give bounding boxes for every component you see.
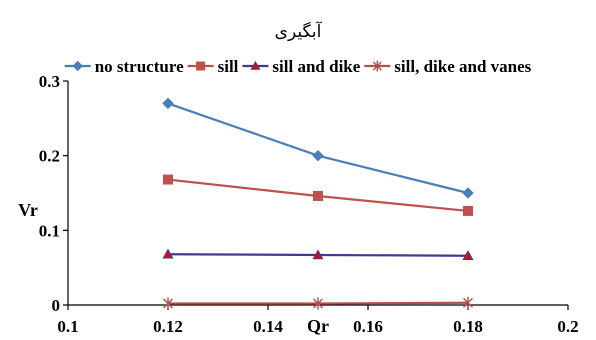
data-point xyxy=(162,97,174,110)
data-point xyxy=(313,190,323,201)
legend-item: sill xyxy=(187,57,239,76)
y-tick-label: 0.1 xyxy=(39,221,60,240)
x-tick-label: 0.12 xyxy=(153,317,183,336)
series-1 xyxy=(163,174,473,216)
series-layer xyxy=(162,97,474,310)
data-point xyxy=(313,297,323,310)
x-tick-label: 0.14 xyxy=(253,317,283,336)
data-point xyxy=(162,248,174,259)
x-axis-label: Qr xyxy=(307,316,329,336)
series-2 xyxy=(162,248,474,261)
y-tick-label: 0.2 xyxy=(39,147,60,166)
data-point xyxy=(462,187,474,199)
data-point xyxy=(463,296,473,309)
legend-marker xyxy=(196,61,206,71)
legend-item: no structure xyxy=(64,57,184,76)
series-3 xyxy=(163,296,473,310)
legend-label: sill and dike xyxy=(272,57,360,76)
data-point xyxy=(463,205,473,216)
legend-label: sill, dike and vanes xyxy=(394,57,531,76)
series-0 xyxy=(162,97,474,199)
data-point xyxy=(163,174,173,185)
chart-title: آبگیری xyxy=(275,20,323,42)
data-point xyxy=(312,249,324,260)
y-tick-label: 0 xyxy=(52,296,61,315)
legend-marker xyxy=(372,60,382,72)
data-point xyxy=(462,250,474,261)
x-tick-label: 0.18 xyxy=(453,317,483,336)
series-line xyxy=(167,102,469,195)
y-tick-label: 0.3 xyxy=(39,72,60,91)
data-point xyxy=(312,149,324,162)
legend-label: no structure xyxy=(95,57,184,76)
legend-item: sill, dike and vanes xyxy=(364,57,532,76)
x-ticks: 0.1 0.12 0.14 0.16 0.18 0.2 xyxy=(57,305,579,336)
legend-label: sill xyxy=(218,57,239,76)
x-tick-label: 0.16 xyxy=(353,317,383,336)
legend-item: sill and dike xyxy=(242,57,361,76)
x-tick-label: 0.1 xyxy=(57,317,78,336)
data-point xyxy=(163,297,173,310)
legend: no structure sill sill and dike sill, dike … xyxy=(64,57,532,76)
x-tick-label: 0.2 xyxy=(557,317,578,336)
y-ticks: 0 0.1 0.2 0.3 xyxy=(39,72,68,315)
legend-marker xyxy=(250,60,261,70)
y-axis-label: Vr xyxy=(18,200,38,220)
legend-marker xyxy=(72,60,83,72)
